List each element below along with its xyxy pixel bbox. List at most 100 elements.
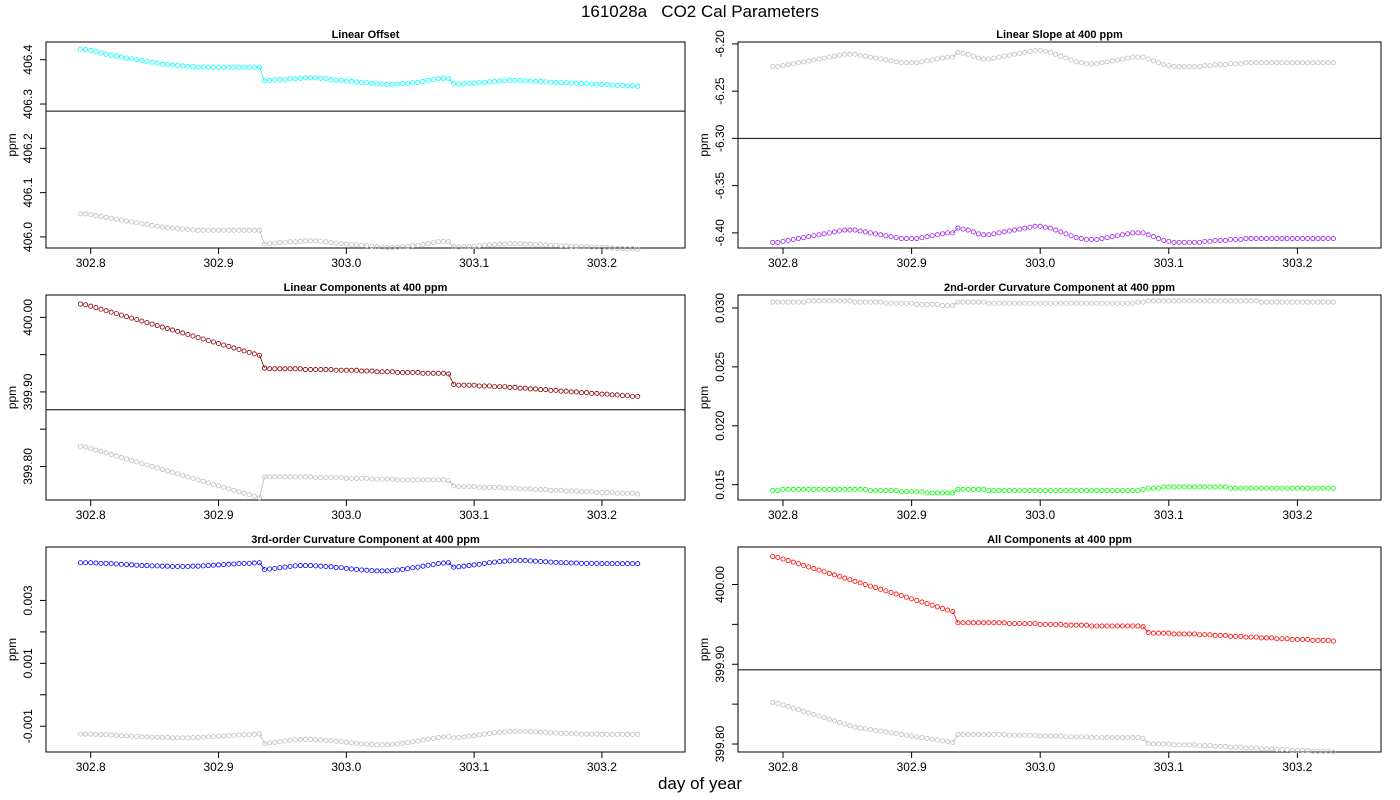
data-point — [1269, 60, 1275, 66]
x-tick-label: 303.0 — [1025, 256, 1055, 270]
data-point — [538, 241, 544, 247]
x-tick-label: 303.2 — [1282, 508, 1312, 522]
data-point — [1084, 622, 1090, 628]
data-point — [1217, 237, 1223, 243]
data-point — [1145, 232, 1151, 238]
data-point — [313, 563, 319, 569]
data-point — [93, 731, 99, 737]
data-point — [154, 223, 160, 229]
data-point — [129, 733, 135, 739]
data-point — [1032, 621, 1038, 627]
data-point — [88, 212, 94, 218]
data-point — [1022, 732, 1028, 738]
data-point — [481, 560, 487, 566]
data-point — [78, 731, 84, 737]
data-point — [1202, 238, 1208, 244]
data-point — [256, 731, 262, 737]
data-point — [563, 730, 569, 736]
data-point — [394, 741, 400, 747]
data-point — [1150, 485, 1156, 491]
data-point — [873, 585, 879, 591]
series-segment — [448, 480, 454, 487]
data-point — [251, 64, 257, 70]
data-point — [1300, 60, 1306, 66]
data-point — [1325, 60, 1331, 66]
data-point — [313, 475, 319, 481]
data-point — [267, 241, 273, 247]
data-point — [816, 486, 822, 492]
data-point — [1078, 236, 1084, 242]
data-point — [867, 488, 873, 494]
data-point — [369, 476, 375, 482]
data-point — [614, 392, 620, 398]
data-point — [1228, 236, 1234, 242]
data-point — [996, 620, 1002, 626]
data-point — [512, 558, 518, 564]
data-point — [991, 731, 997, 737]
data-point — [929, 301, 935, 307]
data-point — [795, 561, 801, 567]
series-segment — [952, 52, 959, 58]
data-point — [175, 563, 181, 569]
data-point — [1135, 488, 1141, 494]
data-point — [857, 299, 863, 305]
data-point — [1150, 741, 1156, 747]
data-point — [1166, 298, 1172, 304]
data-point — [1094, 300, 1100, 306]
data-point — [806, 486, 812, 492]
data-point — [302, 563, 308, 569]
data-point — [415, 370, 421, 376]
data-point — [318, 238, 324, 244]
data-series — [770, 484, 1336, 496]
data-point — [1063, 488, 1069, 494]
data-point — [446, 76, 452, 82]
data-point — [292, 563, 298, 569]
data-point — [308, 367, 314, 373]
data-point — [635, 393, 641, 399]
data-point — [180, 330, 186, 336]
data-point — [256, 227, 262, 233]
data-point — [950, 609, 956, 615]
data-point — [775, 239, 781, 245]
data-point — [857, 486, 863, 492]
x-tick-label: 303.0 — [331, 508, 361, 522]
data-point — [272, 565, 278, 571]
data-point — [831, 298, 837, 304]
data-point — [1222, 633, 1228, 639]
data-point — [476, 80, 482, 86]
data-point — [584, 560, 590, 566]
data-point — [599, 490, 605, 496]
data-point — [241, 348, 247, 354]
data-point — [821, 55, 827, 61]
data-point — [842, 721, 848, 727]
data-point — [831, 53, 837, 59]
data-point — [960, 226, 966, 232]
x-tick-label: 302.8 — [76, 760, 106, 774]
data-point — [609, 731, 615, 737]
data-point — [1320, 60, 1326, 66]
data-point — [277, 474, 283, 480]
data-point — [435, 561, 441, 567]
data-point — [630, 731, 636, 737]
data-point — [852, 51, 858, 57]
data-point — [323, 239, 329, 245]
data-point — [1006, 732, 1012, 738]
data-point — [1140, 230, 1146, 236]
data-point — [1305, 299, 1311, 305]
data-point — [801, 486, 807, 492]
data-point — [180, 226, 186, 232]
data-point — [384, 245, 390, 251]
data-point — [960, 50, 966, 56]
data-point — [1269, 299, 1275, 305]
data-point — [379, 244, 385, 250]
data-point — [883, 233, 889, 239]
data-point — [857, 725, 863, 731]
data-point — [415, 564, 421, 570]
data-point — [1212, 633, 1218, 639]
data-point — [970, 486, 976, 492]
data-point — [619, 561, 625, 567]
data-point — [389, 369, 395, 375]
data-point — [456, 735, 462, 741]
data-point — [1037, 223, 1043, 229]
data-point — [790, 61, 796, 67]
